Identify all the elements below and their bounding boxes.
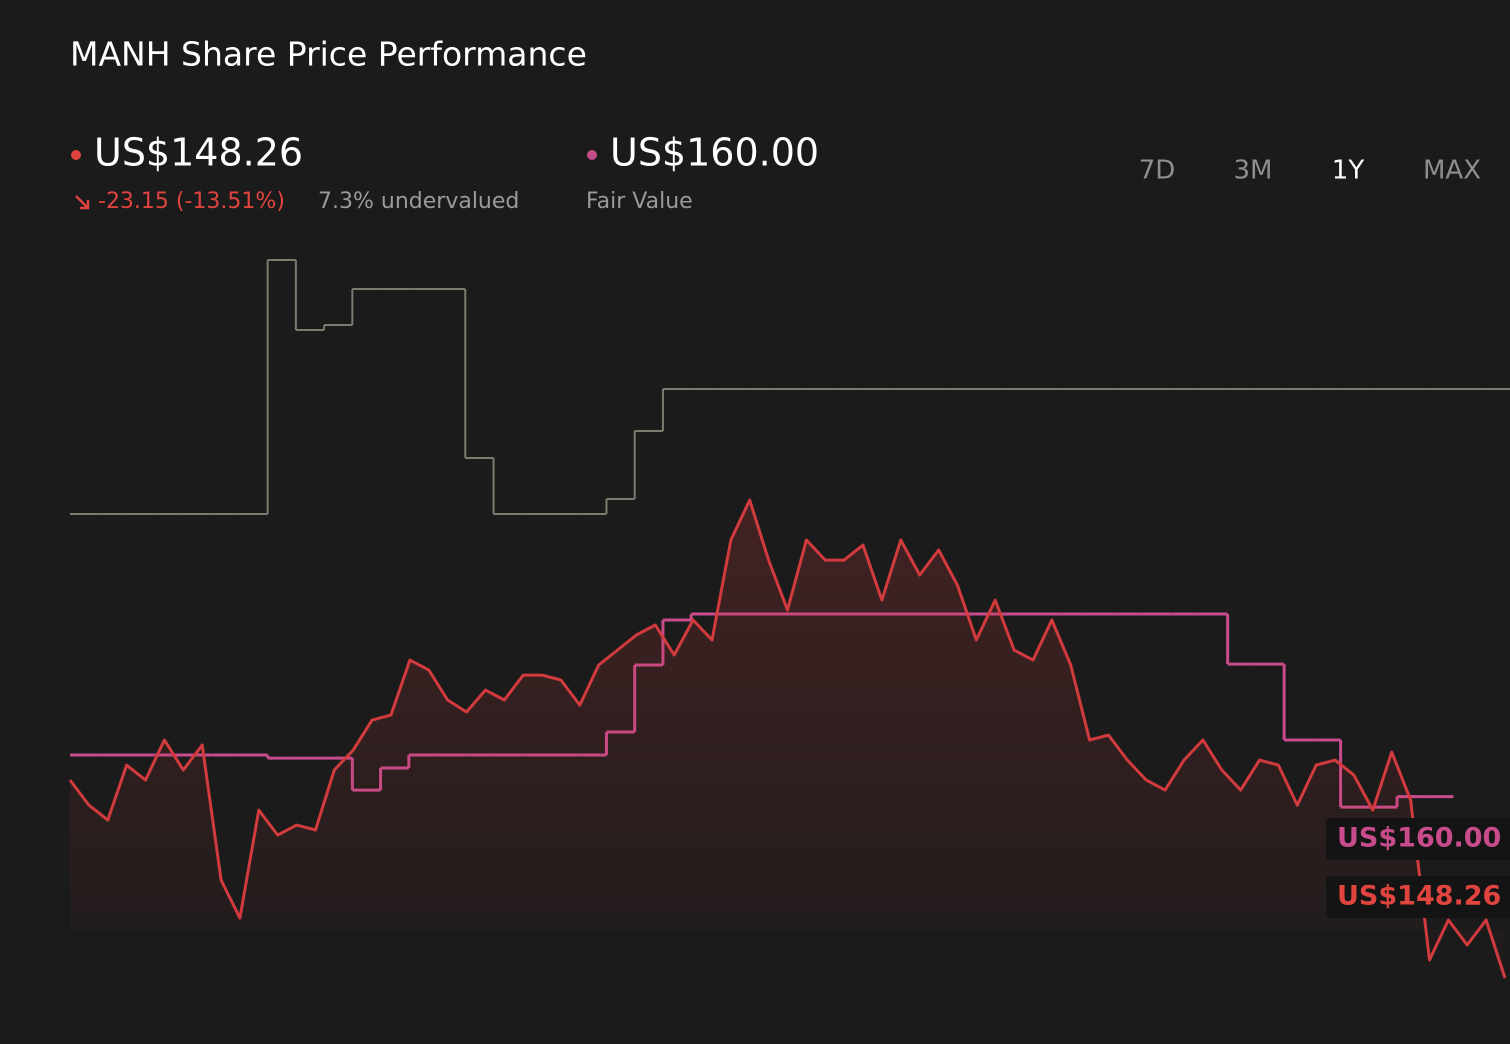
range-button[interactable]: MAX: [1423, 156, 1481, 186]
fair-value: US$160.00: [610, 131, 819, 175]
fair-dot: [587, 150, 597, 160]
range-button[interactable]: 1Y: [1332, 156, 1365, 186]
price-tag: US$148.26: [1337, 881, 1501, 912]
range-button[interactable]: 7D: [1139, 156, 1176, 186]
fair-tag-bg: [1326, 818, 1510, 860]
price-area: [70, 500, 1505, 979]
price: US$148.26: [94, 131, 303, 175]
price-change: -23.15 (-13.51%): [98, 189, 285, 214]
valuation: 7.3% undervalued: [318, 189, 519, 214]
fair-tag: US$160.00: [1337, 823, 1501, 854]
price-line: [68, 498, 1507, 979]
price-tag-bg: [1326, 876, 1510, 918]
title: MANH Share Price Performance: [70, 35, 587, 74]
price-dot: [71, 150, 81, 160]
down-arrow: [75, 195, 90, 210]
range-button[interactable]: 3M: [1234, 156, 1273, 186]
range-selector: 7D 3M 1Y MAX: [1139, 156, 1481, 186]
plot: [68, 258, 1510, 979]
fair-value-label: Fair Value: [586, 189, 693, 214]
